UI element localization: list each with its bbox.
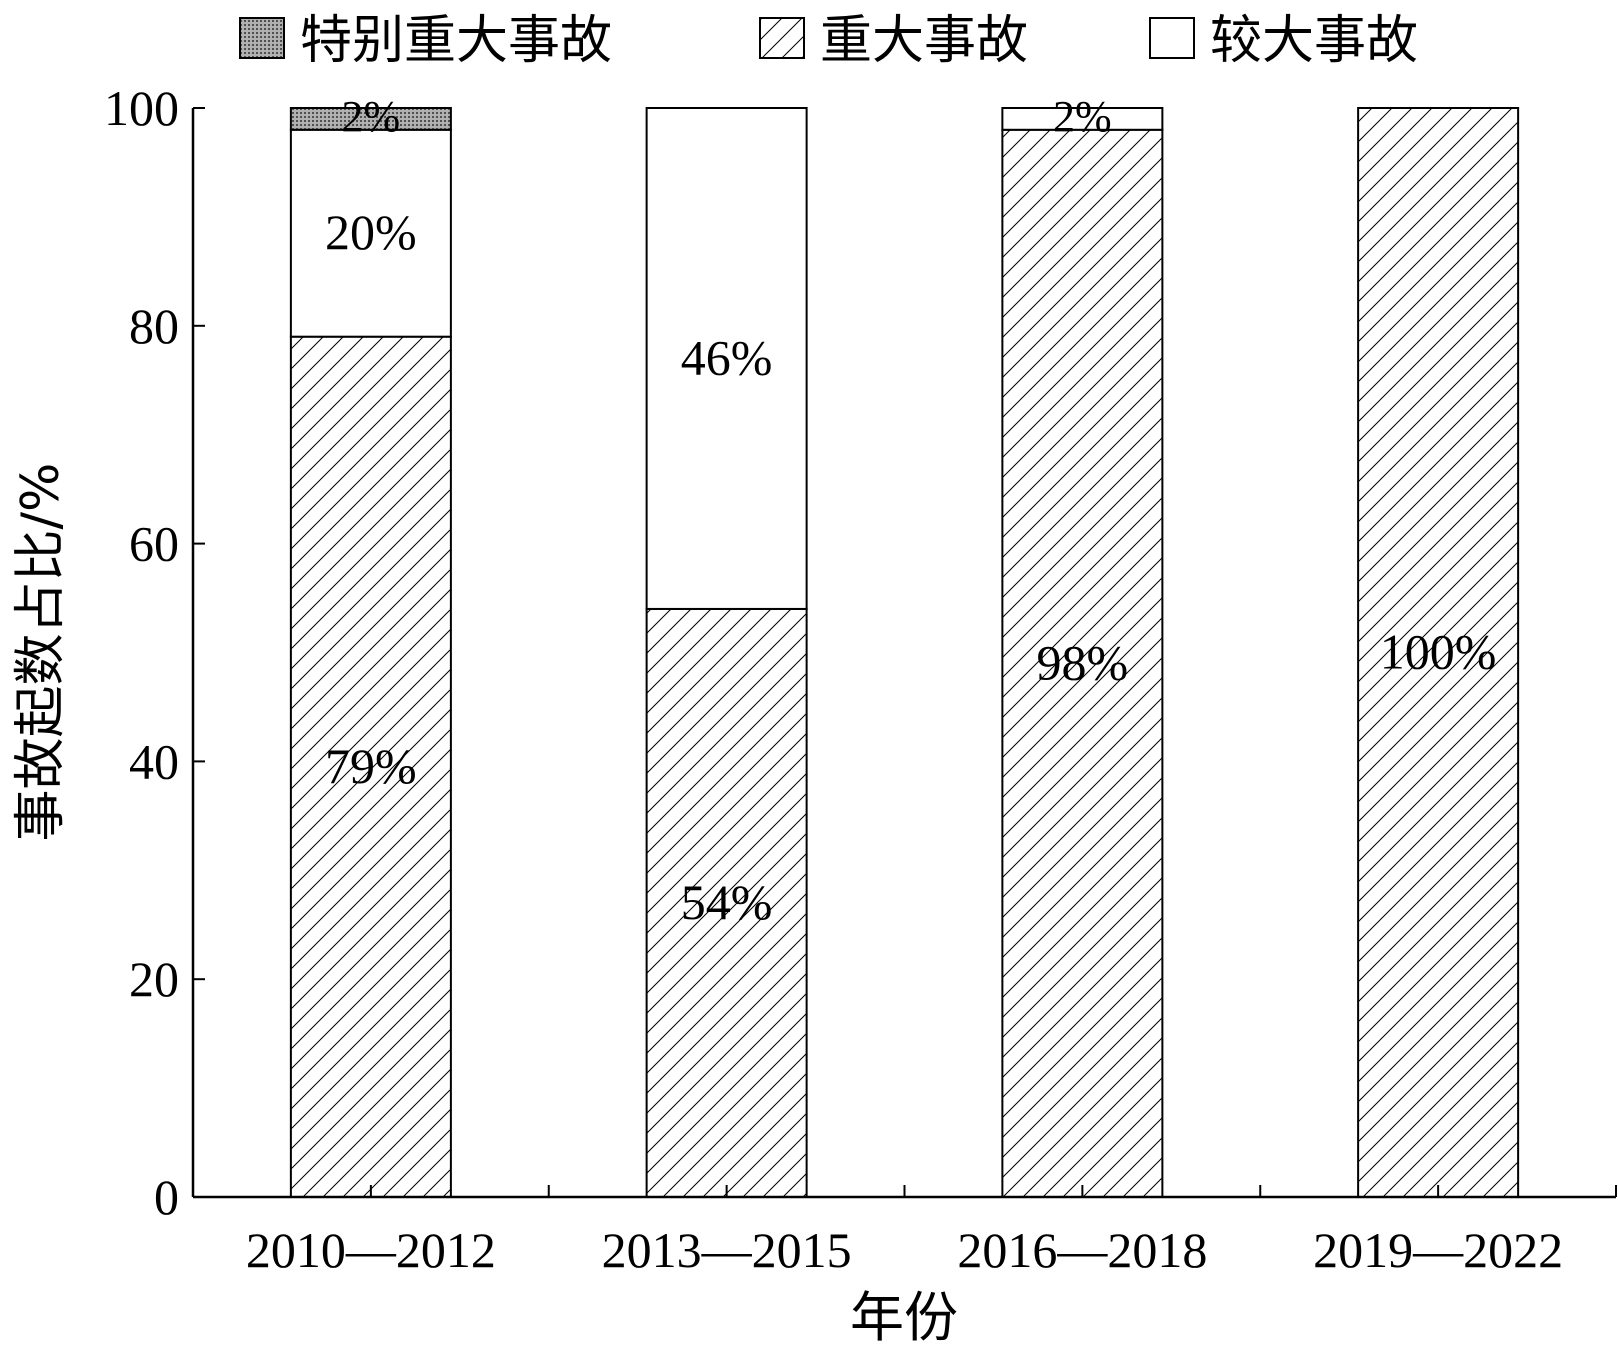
y-tick-label: 60 — [129, 516, 179, 572]
legend-label: 重大事故 — [820, 11, 1028, 71]
data-label: 20% — [325, 204, 417, 260]
x-tick-label: 2019—2022 — [1313, 1222, 1563, 1278]
legend-label: 较大事故 — [1210, 11, 1418, 71]
y-tick-label: 20 — [129, 951, 179, 1007]
y-axis-title: 事故起数占比/% — [11, 463, 71, 842]
bar-2010-2012-series-0 — [289, 335, 452, 1198]
data-label: 100% — [1380, 624, 1497, 680]
y-tick-label: 80 — [129, 298, 179, 354]
x-axis-title: 年份 — [850, 1286, 958, 1349]
bar-2013-2015-series-0 — [645, 607, 808, 1198]
y-ticks: 0 20 40 60 80 100 — [104, 80, 205, 1225]
y-tick-label: 0 — [154, 1169, 179, 1225]
x-tick-label: 2016—2018 — [957, 1222, 1207, 1278]
bars — [289, 107, 1520, 1198]
bar-2010-2012-series-1 — [289, 128, 452, 338]
legend-swatch — [239, 17, 285, 59]
data-label: 98% — [1037, 634, 1129, 690]
y-tick-label: 40 — [129, 733, 179, 789]
data-label: 2% — [1053, 92, 1112, 141]
legend-swatch — [759, 17, 805, 59]
legend: 特别重大事故 重大事故 较大事故 — [239, 11, 1418, 71]
data-label: 79% — [325, 738, 417, 794]
bar-2016-2018-series-1 — [1001, 107, 1164, 131]
y-tick-label: 100 — [104, 80, 179, 136]
bar-2010-2012-series-2 — [289, 107, 452, 131]
x-ticks: 2010—2012 2013—2015 2016—2018 2019—2022 — [246, 1185, 1617, 1278]
bar-2013-2015-series-1 — [645, 107, 808, 610]
bar-2019-2022-series-0 — [1357, 107, 1520, 1198]
legend-label: 特别重大事故 — [300, 11, 612, 71]
x-tick-label: 2010—2012 — [246, 1222, 496, 1278]
data-labels: 79% 20% 2% 54% 46% 98% 2% 100% — [325, 92, 1496, 930]
data-label: 46% — [681, 329, 773, 385]
data-label: 2% — [342, 92, 401, 141]
x-tick-label: 2013—2015 — [602, 1222, 852, 1278]
data-label: 54% — [681, 874, 773, 930]
legend-swatch — [1149, 17, 1195, 59]
